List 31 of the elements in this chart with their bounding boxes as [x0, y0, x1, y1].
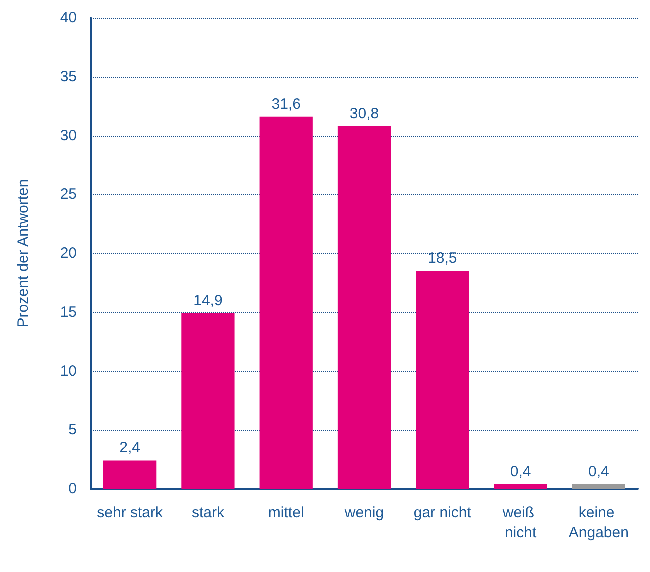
- x-tick-label: stark: [192, 504, 225, 522]
- y-tick-label: 5: [68, 422, 77, 439]
- data-label: 2,4: [120, 440, 140, 457]
- bar: [572, 484, 626, 489]
- data-label: 31,6: [272, 96, 301, 113]
- x-tick-label: sehr stark: [97, 504, 164, 522]
- y-tick-label: 40: [60, 10, 77, 26]
- x-tick-label: mittel: [268, 504, 304, 522]
- y-tick-label: 10: [60, 362, 77, 380]
- y-tick-label: 30: [60, 127, 77, 144]
- y-tick-label: 15: [60, 304, 77, 321]
- data-label: 18,5: [428, 250, 458, 268]
- y-tick-label: 25: [60, 186, 77, 204]
- data-label: 0,4: [588, 463, 610, 480]
- bar: [338, 126, 392, 489]
- data-label: 0,4: [510, 463, 532, 480]
- y-tick-label: 35: [60, 68, 77, 86]
- bar: [416, 271, 470, 489]
- y-tick-label: 0: [68, 480, 77, 498]
- bar: [260, 116, 313, 489]
- data-label: 30,8: [350, 105, 380, 122]
- y-tick-label: 20: [60, 245, 77, 262]
- x-tick-label: wenig: [344, 504, 384, 522]
- bar: [104, 460, 157, 489]
- y-axis-title: Prozent der Antworten: [15, 179, 32, 328]
- x-tick-label: gar nicht: [414, 504, 472, 522]
- bar: [494, 484, 548, 489]
- x-tick-label: weiß nicht: [502, 504, 539, 542]
- bar: [182, 314, 235, 489]
- x-tick-label: keine Angaben: [568, 504, 629, 542]
- data-label: 14,9: [194, 292, 223, 310]
